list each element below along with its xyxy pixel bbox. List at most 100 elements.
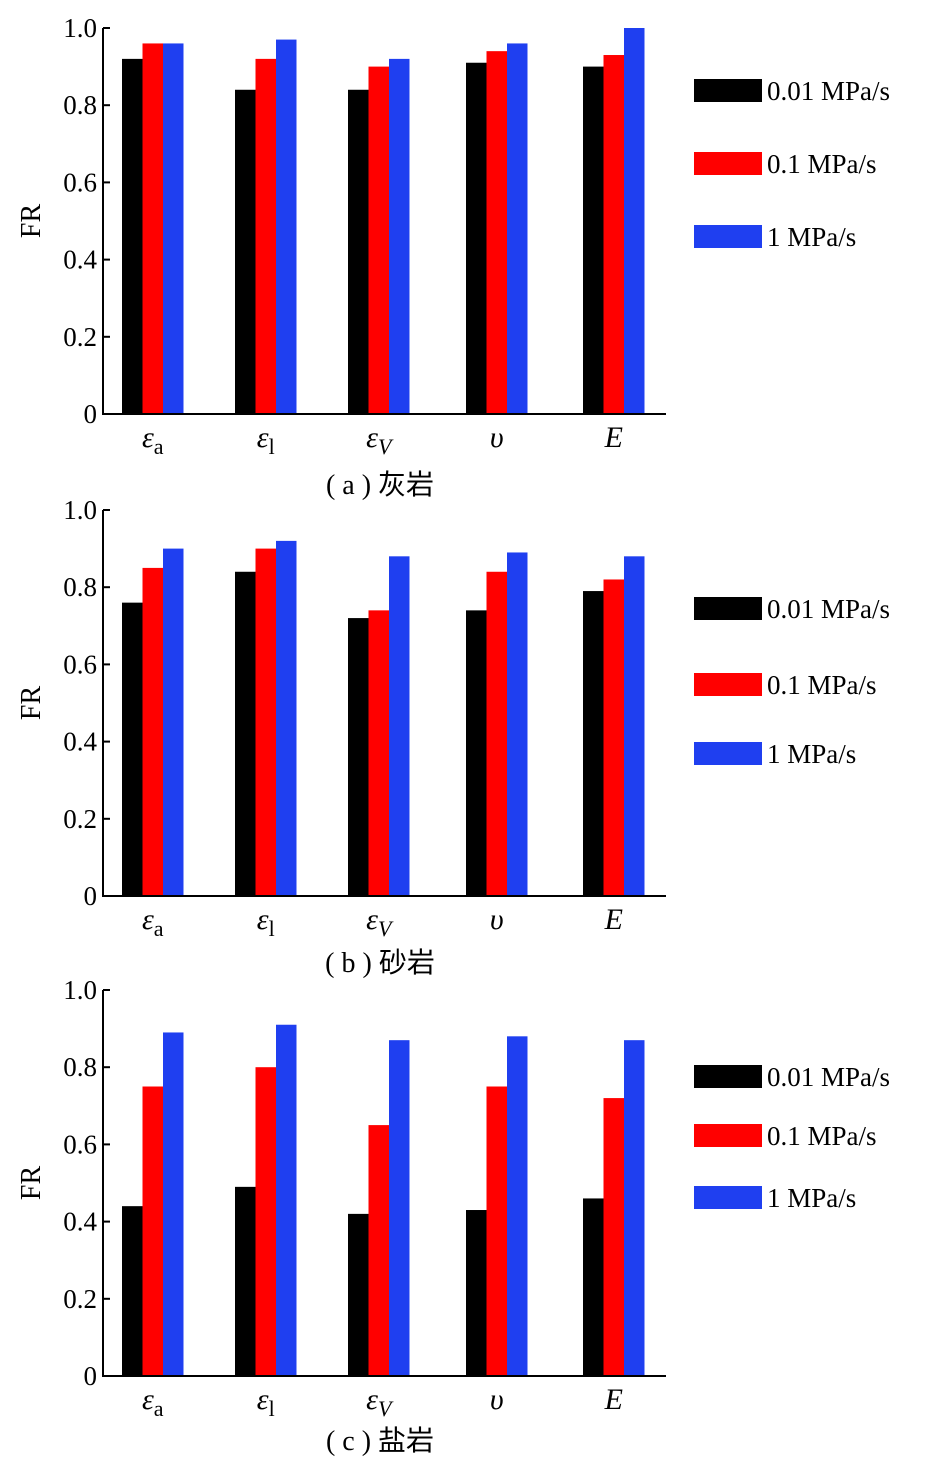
bar-3-1 bbox=[163, 43, 184, 414]
bar-2-2 bbox=[255, 548, 276, 896]
x-tick-label: εa bbox=[142, 421, 164, 459]
bar-2-4 bbox=[486, 571, 507, 896]
bar-2-3 bbox=[368, 66, 389, 414]
legend-label-2: 0.1 MPa/s bbox=[767, 670, 877, 700]
bar-3-3 bbox=[389, 556, 410, 896]
legend-swatch-1 bbox=[694, 1065, 762, 1088]
bar-2-4 bbox=[486, 51, 507, 414]
legend-swatch-2 bbox=[694, 1124, 762, 1147]
bar-1-5 bbox=[583, 591, 604, 896]
legend-label-3: 1 MPa/s bbox=[767, 1183, 856, 1213]
x-tick-label: υ bbox=[490, 421, 504, 454]
bar-2-4 bbox=[486, 1086, 507, 1376]
bar-2-2 bbox=[255, 58, 276, 414]
y-axis-label: FR bbox=[16, 1166, 47, 1201]
y-tick-label: 0.8 bbox=[63, 1052, 97, 1082]
x-tick-label: υ bbox=[490, 903, 504, 936]
y-tick-label: 0.8 bbox=[63, 90, 97, 120]
legend-label-1: 0.01 MPa/s bbox=[767, 1062, 890, 1092]
legend-label-2: 0.1 MPa/s bbox=[767, 149, 877, 179]
bar-1-4 bbox=[466, 62, 487, 415]
bar-3-5 bbox=[624, 1040, 645, 1376]
bar-3-2 bbox=[276, 540, 297, 896]
y-tick-label: 0.4 bbox=[63, 245, 97, 275]
bar-1-3 bbox=[348, 89, 369, 414]
chart-panel-3: 0 0.2 0.4 0.6 0.8 1.0 FR εa εl εV υ E ( c ) 盐岩 0.01 M… bbox=[16, 975, 890, 1457]
bar-1-3 bbox=[348, 618, 369, 896]
bar-3-5 bbox=[624, 28, 645, 414]
legend-swatch-3 bbox=[694, 1186, 762, 1209]
x-tick-label: υ bbox=[490, 1383, 504, 1416]
legend-label-1: 0.01 MPa/s bbox=[767, 594, 890, 624]
bar-1-1 bbox=[122, 602, 143, 896]
bar-1-4 bbox=[466, 610, 487, 896]
bar-3-5 bbox=[624, 556, 645, 896]
bar-2-2 bbox=[255, 1067, 276, 1376]
legend-label-3: 1 MPa/s bbox=[767, 222, 856, 252]
y-tick-label: 0 bbox=[84, 881, 98, 911]
x-tick-label: εa bbox=[142, 1383, 164, 1421]
bar-3-3 bbox=[389, 58, 410, 414]
bar-1-4 bbox=[466, 1210, 487, 1376]
y-tick-label: 0 bbox=[84, 399, 98, 429]
bar-2-5 bbox=[603, 1098, 624, 1376]
bar-3-4 bbox=[507, 43, 528, 414]
x-tick-label: E bbox=[604, 1383, 623, 1416]
y-tick-label: 0.2 bbox=[63, 804, 97, 834]
bar-3-2 bbox=[276, 39, 297, 415]
x-tick-label: E bbox=[604, 421, 623, 454]
bar-2-1 bbox=[142, 567, 163, 896]
legend-swatch-3 bbox=[694, 742, 762, 765]
bar-1-3 bbox=[348, 1213, 369, 1376]
y-tick-label: 1.0 bbox=[63, 13, 97, 43]
y-tick-label: 1.0 bbox=[63, 975, 97, 1005]
y-tick-label: 0.8 bbox=[63, 572, 97, 602]
bar-2-5 bbox=[603, 55, 624, 415]
x-tick-label: εl bbox=[257, 903, 275, 941]
bar-1-2 bbox=[235, 89, 256, 414]
x-tick-label: εl bbox=[257, 1383, 275, 1421]
bar-3-1 bbox=[163, 1032, 184, 1376]
chart-caption: ( b ) 砂岩 bbox=[325, 947, 435, 979]
y-tick-label: 0.4 bbox=[63, 727, 97, 757]
bar-1-5 bbox=[583, 66, 604, 414]
bar-2-3 bbox=[368, 1125, 389, 1376]
y-tick-label: 0.6 bbox=[63, 1129, 97, 1159]
y-tick-label: 0.2 bbox=[63, 1284, 97, 1314]
legend-label-3: 1 MPa/s bbox=[767, 739, 856, 769]
x-tick-label: εV bbox=[366, 903, 394, 941]
x-tick-label: εl bbox=[257, 421, 275, 459]
legend-swatch-2 bbox=[694, 673, 762, 696]
x-tick-label: εV bbox=[366, 421, 394, 459]
legend-swatch-2 bbox=[694, 152, 762, 175]
legend-swatch-1 bbox=[694, 597, 762, 620]
chart-caption: ( c ) 盐岩 bbox=[326, 1425, 434, 1457]
bar-3-4 bbox=[507, 1036, 528, 1376]
y-tick-label: 1.0 bbox=[63, 495, 97, 525]
x-tick-label: E bbox=[604, 903, 623, 936]
chart-panel-2: 0 0.2 0.4 0.6 0.8 1.0 FR εa εl εV υ E ( b ) 砂岩 0.01 M… bbox=[16, 495, 890, 979]
bar-1-1 bbox=[122, 58, 143, 414]
bar-1-2 bbox=[235, 1186, 256, 1376]
bar-1-5 bbox=[583, 1198, 604, 1376]
bar-2-5 bbox=[603, 579, 624, 896]
legend-label-1: 0.01 MPa/s bbox=[767, 76, 890, 106]
bar-1-1 bbox=[122, 1206, 143, 1376]
bar-2-1 bbox=[142, 43, 163, 414]
x-tick-label: εa bbox=[142, 903, 164, 941]
bar-3-3 bbox=[389, 1040, 410, 1376]
y-axis-label: FR bbox=[16, 686, 47, 721]
y-tick-label: 0.2 bbox=[63, 322, 97, 352]
bar-3-2 bbox=[276, 1024, 297, 1376]
legend-swatch-1 bbox=[694, 79, 762, 102]
chart-panel-1: 0 0.2 0.4 0.6 0.8 1.0 FR εa εl εV υ E ( a ) 灰岩 0.01 M… bbox=[16, 13, 890, 501]
y-tick-label: 0.6 bbox=[63, 167, 97, 197]
x-tick-label: εV bbox=[366, 1383, 394, 1421]
legend-label-2: 0.1 MPa/s bbox=[767, 1121, 877, 1151]
bar-1-2 bbox=[235, 571, 256, 896]
y-tick-label: 0.4 bbox=[63, 1207, 97, 1237]
y-tick-label: 0.6 bbox=[63, 649, 97, 679]
y-axis-label: FR bbox=[16, 204, 47, 239]
y-tick-label: 0 bbox=[84, 1361, 98, 1391]
